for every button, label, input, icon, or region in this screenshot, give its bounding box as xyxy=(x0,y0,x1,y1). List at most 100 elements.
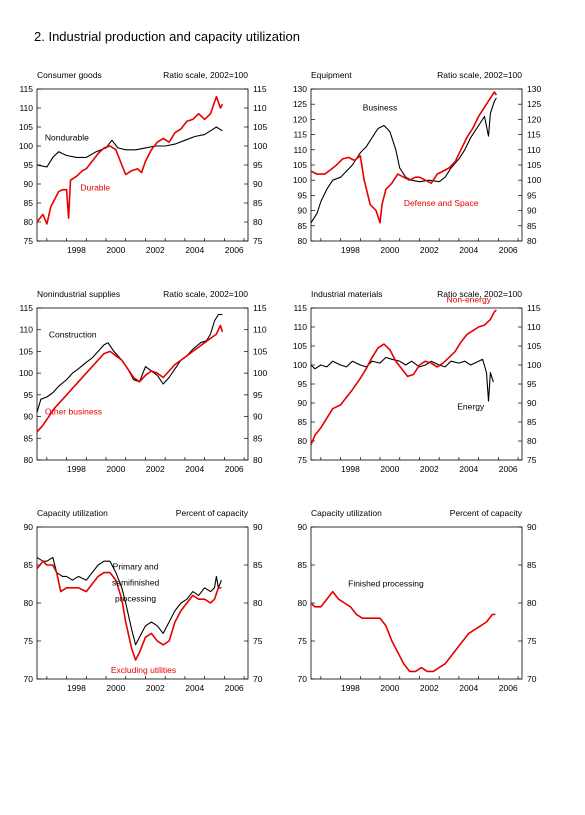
y-tick-label-right: 75 xyxy=(253,636,263,646)
series-label: processing xyxy=(115,593,156,603)
y-tick-label-left: 75 xyxy=(298,455,308,465)
chart-unit-label: Ratio scale, 2002=100 xyxy=(437,289,522,299)
y-tick-label-left: 75 xyxy=(24,236,34,246)
chart-consumer: Consumer goods Ratio scale, 2002=100 75 75 8… xyxy=(19,70,268,255)
x-tick-label: 2000 xyxy=(380,683,399,693)
y-tick-label-left: 110 xyxy=(293,322,307,332)
x-tick-label: 2006 xyxy=(499,683,518,693)
series-line-1 xyxy=(36,95,224,225)
y-tick-label-left: 105 xyxy=(293,160,307,170)
series-label: Construction xyxy=(49,330,97,340)
y-tick-label-right: 90 xyxy=(253,412,263,422)
y-tick-label-left: 110 xyxy=(293,145,307,155)
y-tick-label-right: 80 xyxy=(527,598,537,608)
chart-title: Industrial materials xyxy=(311,289,382,299)
x-tick-label: 2002 xyxy=(146,683,165,693)
y-tick-label-left: 80 xyxy=(24,598,34,608)
y-tick-label-left: 90 xyxy=(298,398,308,408)
x-tick-label: 2006 xyxy=(225,464,244,474)
x-tick-label: 2004 xyxy=(459,245,478,255)
y-tick-label-left: 100 xyxy=(19,368,33,378)
y-tick-label-right: 85 xyxy=(253,198,263,208)
x-tick-label: 2000 xyxy=(106,683,125,693)
series-label: Primary and xyxy=(113,562,159,572)
chart-materials: Industrial materials Ratio scale, 2002=10… xyxy=(293,289,542,474)
y-tick-label-left: 85 xyxy=(24,560,34,570)
y-tick-label-left: 95 xyxy=(298,190,308,200)
y-tick-label-right: 75 xyxy=(253,236,263,246)
x-tick-label: 2004 xyxy=(459,464,478,474)
x-tick-label: 2002 xyxy=(146,464,165,474)
y-tick-label-left: 85 xyxy=(298,560,308,570)
series-label: Excluding utilities xyxy=(111,665,176,675)
plot-frame xyxy=(36,307,249,461)
series-label: Business xyxy=(363,102,398,112)
x-tick-label: 2006 xyxy=(499,245,518,255)
y-tick-label-left: 110 xyxy=(19,103,33,113)
y-tick-label-left: 70 xyxy=(24,674,34,684)
y-tick-label-right: 105 xyxy=(253,346,267,356)
page-title: 2. Industrial production and capacity ut… xyxy=(34,29,300,44)
series-line-0 xyxy=(36,126,223,168)
y-tick-label-right: 85 xyxy=(253,433,263,443)
y-tick-label-right: 85 xyxy=(527,560,537,570)
y-tick-label-right: 120 xyxy=(527,114,541,124)
y-tick-label-left: 80 xyxy=(298,236,308,246)
y-tick-label-left: 105 xyxy=(293,341,307,351)
y-tick-label-left: 90 xyxy=(24,522,34,532)
x-tick-label: 2006 xyxy=(225,245,244,255)
series-label: Energy xyxy=(457,401,485,411)
x-tick-label: 2002 xyxy=(420,683,439,693)
series-line-1 xyxy=(36,560,222,661)
chart-title: Capacity utilization xyxy=(37,508,108,518)
x-tick-label: 2000 xyxy=(106,245,125,255)
series-label: Defense and Space xyxy=(404,198,479,208)
series-line-0 xyxy=(310,356,494,402)
y-tick-label-right: 95 xyxy=(253,160,263,170)
y-tick-label-left: 95 xyxy=(24,390,34,400)
y-tick-label-left: 115 xyxy=(293,130,307,140)
y-tick-label-right: 90 xyxy=(527,522,537,532)
y-tick-label-right: 115 xyxy=(253,84,267,94)
x-tick-label: 1998 xyxy=(67,683,86,693)
x-tick-label: 2000 xyxy=(380,245,399,255)
chart-title: Equipment xyxy=(311,70,352,80)
y-tick-label-right: 105 xyxy=(527,341,541,351)
y-tick-label-left: 100 xyxy=(19,141,33,151)
y-tick-label-right: 80 xyxy=(253,598,263,608)
series-label: Finished processing xyxy=(348,578,424,588)
y-tick-label-right: 70 xyxy=(253,674,263,684)
y-tick-label-left: 85 xyxy=(298,221,308,231)
y-tick-label-left: 100 xyxy=(293,360,307,370)
y-tick-label-right: 130 xyxy=(527,84,541,94)
y-tick-label-right: 80 xyxy=(253,217,263,227)
y-tick-label-right: 105 xyxy=(253,122,267,132)
y-tick-label-left: 85 xyxy=(24,433,34,443)
x-tick-label: 2002 xyxy=(420,464,439,474)
y-tick-label-left: 80 xyxy=(298,436,308,446)
y-tick-label-left: 80 xyxy=(24,217,34,227)
y-tick-label-left: 75 xyxy=(24,636,34,646)
y-tick-label-right: 90 xyxy=(527,206,537,216)
y-tick-label-right: 90 xyxy=(253,522,263,532)
y-tick-label-right: 80 xyxy=(527,236,537,246)
y-tick-label-right: 125 xyxy=(527,99,541,109)
y-tick-label-right: 100 xyxy=(253,141,267,151)
y-tick-label-right: 85 xyxy=(527,417,537,427)
series-label: Durable xyxy=(80,182,110,192)
y-tick-label-left: 80 xyxy=(24,455,34,465)
series-label: Nondurable xyxy=(45,132,89,142)
x-tick-label: 1998 xyxy=(341,245,360,255)
chart-title: Consumer goods xyxy=(37,70,102,80)
y-tick-label-right: 90 xyxy=(253,179,263,189)
x-tick-label: 2006 xyxy=(499,464,518,474)
y-tick-label-right: 100 xyxy=(527,175,541,185)
chart-unit-label: Percent of capacity xyxy=(450,508,523,518)
x-tick-label: 2006 xyxy=(225,683,244,693)
x-tick-label: 2002 xyxy=(420,245,439,255)
x-tick-label: 1998 xyxy=(341,683,360,693)
y-tick-label-right: 105 xyxy=(527,160,541,170)
x-tick-label: 1998 xyxy=(341,464,360,474)
series-label: semifinished xyxy=(112,578,160,588)
